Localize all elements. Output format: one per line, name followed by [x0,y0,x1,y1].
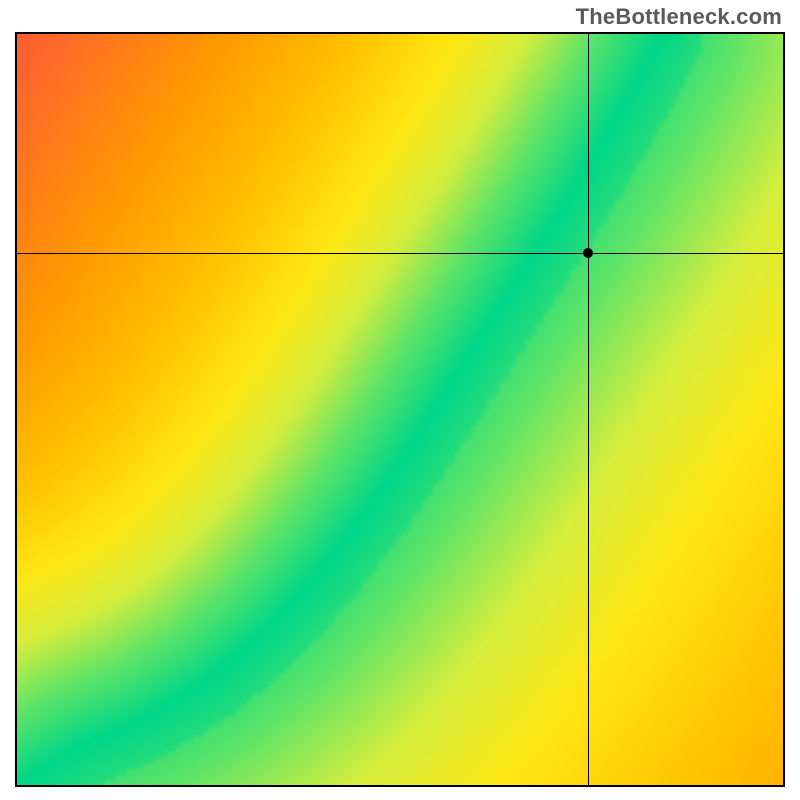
heatmap-plot-frame [15,32,785,787]
heatmap-canvas [17,34,783,785]
crosshair-vertical [588,34,589,785]
watermark-text: TheBottleneck.com [576,4,782,30]
crosshair-horizontal [17,253,783,254]
marker-dot [583,248,593,258]
